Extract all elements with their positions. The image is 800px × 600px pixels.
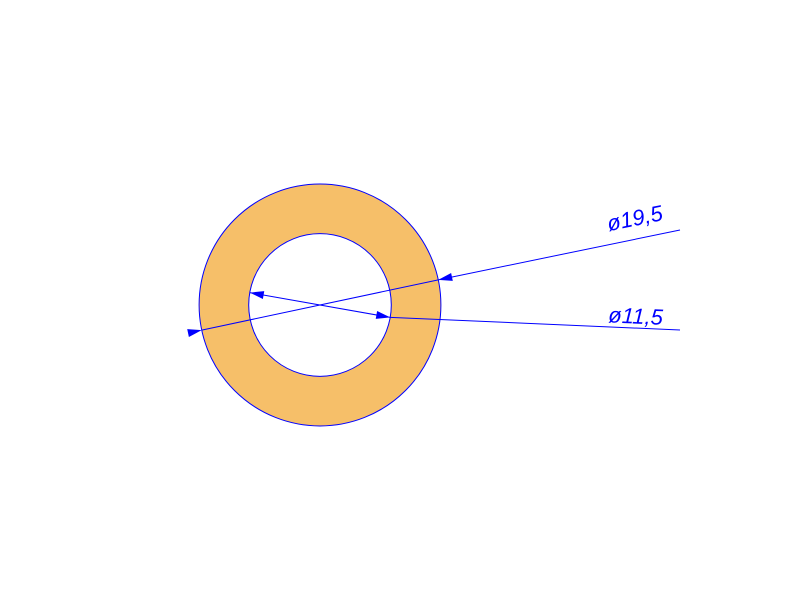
outer-diameter-label: ø19,5 — [605, 200, 666, 236]
inner-diameter-label: ø11,5 — [608, 302, 664, 329]
technical-drawing: ø19,5 ø11,5 — [0, 0, 800, 600]
inner-diameter-dimension: ø11,5 — [250, 291, 680, 330]
